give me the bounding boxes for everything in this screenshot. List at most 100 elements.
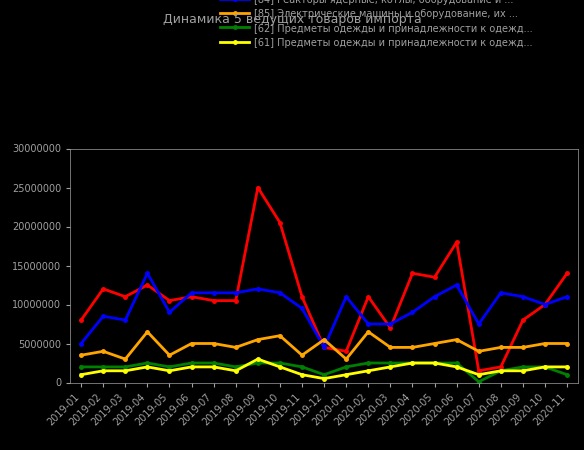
[61] Предметы одежды и принадлежности к одежд... [519,368,526,373]
[62] Предметы одежды и принадлежности к одежд... [144,360,151,366]
[62] Предметы одежды и принадлежности к одежд... [387,360,394,366]
[62] Предметы одежды и принадлежности к одежд... [298,364,305,369]
[84] Реакторы ядерные, котлы, оборудование и ... [188,290,195,296]
[61] Предметы одежды и принадлежности к одежд... [144,364,151,369]
[30] Фармацевтическая продукция [475,368,482,373]
[85] Электрические машины и оборудование, их ... [431,341,438,346]
[84] Реакторы ядерные, котлы, оборудование и ... [255,286,262,292]
[30] Фармацевтическая продукция [409,270,416,276]
[62] Предметы одежды и принадлежности к одежд... [365,360,372,366]
[85] Электрические машины и оборудование, их ... [276,333,283,338]
Line: [84] Реакторы ядерные, котлы, оборудование и ...: [84] Реакторы ядерные, котлы, оборудован… [79,271,569,349]
[30] Фармацевтическая продукция [78,317,85,323]
[30] Фармацевтическая продукция [166,298,173,303]
[62] Предметы одежды и принадлежности к одежд... [475,379,482,384]
[84] Реакторы ядерные, котлы, оборудование и ... [100,314,107,319]
[62] Предметы одежды и принадлежности к одежд... [122,364,129,369]
[62] Предметы одежды и принадлежности к одежд... [431,360,438,366]
[84] Реакторы ядерные, котлы, оборудование и ... [453,282,460,288]
[85] Электрические машины и оборудование, их ... [122,356,129,362]
Line: [62] Предметы одежды и принадлежности к одежд...: [62] Предметы одежды и принадлежности к … [79,361,569,383]
[85] Электрические машины и оборудование, их ... [475,349,482,354]
[84] Реакторы ядерные, котлы, оборудование и ... [475,321,482,327]
[30] Фармацевтическая продукция [144,282,151,288]
[62] Предметы одежды и принадлежности к одежд... [409,360,416,366]
[61] Предметы одежды и принадлежности к одежд... [453,364,460,369]
[85] Электрические машины и оборудование, их ... [255,337,262,342]
[30] Фармацевтическая продукция [298,294,305,299]
[30] Фармацевтическая продукция [210,298,217,303]
[30] Фармацевтическая продукция [541,302,548,307]
[85] Электрические машины и оборудование, их ... [519,345,526,350]
[84] Реакторы ядерные, котлы, оборудование и ... [541,302,548,307]
[30] Фармацевтическая продукция [122,294,129,299]
[30] Фармацевтическая продукция [255,185,262,190]
[62] Предметы одежды и принадлежности к одежд... [166,364,173,369]
[61] Предметы одежды и принадлежности к одежд... [431,360,438,366]
[61] Предметы одежды и принадлежности к одежд... [210,364,217,369]
[30] Фармацевтическая продукция [453,239,460,245]
[84] Реакторы ядерные, котлы, оборудование и ... [78,341,85,346]
[61] Предметы одежды и принадлежности к одежд... [166,368,173,373]
[85] Электрические машины и оборудование, их ... [166,352,173,358]
[30] Фармацевтическая продукция [564,270,571,276]
[61] Предметы одежды и принадлежности к одежд... [475,372,482,378]
[84] Реакторы ядерные, котлы, оборудование и ... [232,290,239,296]
[85] Электрические машины и оборудование, их ... [144,329,151,334]
[84] Реакторы ядерные, котлы, оборудование и ... [321,345,328,350]
[85] Электрические машины и оборудование, их ... [298,352,305,358]
[61] Предметы одежды и принадлежности к одежд... [343,372,350,378]
[84] Реакторы ядерные, котлы, оборудование и ... [122,317,129,323]
[61] Предметы одежды и принадлежности к одежд... [564,364,571,369]
[62] Предметы одежды и принадлежности к одежд... [498,368,505,373]
[85] Электрические машины и оборудование, их ... [321,337,328,342]
[61] Предметы одежды и принадлежности к одежд... [276,364,283,369]
[84] Реакторы ядерные, котлы, оборудование и ... [144,270,151,276]
[84] Реакторы ядерные, котлы, оборудование и ... [387,321,394,327]
[84] Реакторы ядерные, котлы, оборудование и ... [210,290,217,296]
[84] Реакторы ядерные, котлы, оборудование и ... [498,290,505,296]
[84] Реакторы ядерные, котлы, оборудование и ... [519,294,526,299]
[61] Предметы одежды и принадлежности к одежд... [387,364,394,369]
[30] Фармацевтическая продукция [498,364,505,369]
[62] Предметы одежды и принадлежности к одежд... [100,364,107,369]
[85] Электрические машины и оборудование, их ... [541,341,548,346]
[84] Реакторы ядерные, котлы, оборудование и ... [564,294,571,299]
[84] Реакторы ядерные, котлы, оборудование и ... [166,310,173,315]
[84] Реакторы ядерные, котлы, оборудование и ... [298,306,305,311]
[85] Электрические машины и оборудование, их ... [210,341,217,346]
[30] Фармацевтическая продукция [100,286,107,292]
Line: [30] Фармацевтическая продукция: [30] Фармацевтическая продукция [79,186,569,373]
[30] Фармацевтическая продукция [188,294,195,299]
Text: Динамика 5 ведущих товаров импорта: Динамика 5 ведущих товаров импорта [162,14,422,27]
[61] Предметы одежды и принадлежности к одежд... [100,368,107,373]
[30] Фармацевтическая продукция [387,325,394,331]
[61] Предметы одежды и принадлежности к одежд... [498,368,505,373]
[62] Предметы одежды и принадлежности к одежд... [519,364,526,369]
[62] Предметы одежды и принадлежности к одежд... [564,372,571,378]
[62] Предметы одежды и принадлежности к одежд... [188,360,195,366]
[62] Предметы одежды и принадлежности к одежд... [255,360,262,366]
[85] Электрические машины и оборудование, их ... [343,356,350,362]
[62] Предметы одежды и принадлежности к одежд... [232,364,239,369]
[85] Электрические машины и оборудование, их ... [498,345,505,350]
[30] Фармацевтическая продукция [232,298,239,303]
[62] Предметы одежды и принадлежности к одежд... [78,364,85,369]
[61] Предметы одежды и принадлежности к одежд... [122,368,129,373]
[30] Фармацевтическая продукция [343,349,350,354]
[84] Реакторы ядерные, котлы, оборудование и ... [343,294,350,299]
[84] Реакторы ядерные, котлы, оборудование и ... [409,310,416,315]
[85] Электрические машины и оборудование, их ... [365,329,372,334]
[62] Предметы одежды и принадлежности к одежд... [453,360,460,366]
Line: [85] Электрические машины и оборудование, их ...: [85] Электрические машины и оборудование… [79,330,569,361]
[61] Предметы одежды и принадлежности к одежд... [409,360,416,366]
[62] Предметы одежды и принадлежности к одежд... [541,364,548,369]
[85] Электрические машины и оборудование, их ... [564,341,571,346]
[61] Предметы одежды и принадлежности к одежд... [298,372,305,378]
[85] Электрические машины и оборудование, их ... [188,341,195,346]
[84] Реакторы ядерные, котлы, оборудование и ... [276,290,283,296]
[30] Фармацевтическая продукция [276,220,283,225]
[61] Предметы одежды и принадлежности к одежд... [78,372,85,378]
[62] Предметы одежды и принадлежности к одежд... [321,372,328,378]
[61] Предметы одежды и принадлежности к одежд... [232,368,239,373]
